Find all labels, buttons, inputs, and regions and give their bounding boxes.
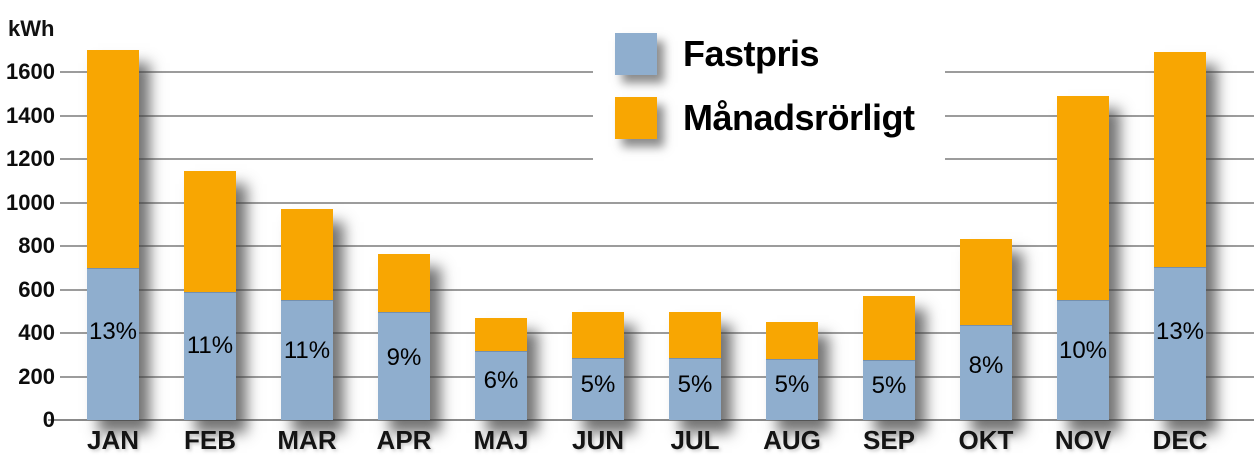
bar-segment-manadsrorligt bbox=[766, 322, 818, 360]
legend-swatch-manadsrorligt bbox=[615, 97, 657, 139]
x-tick-label-nov: NOV bbox=[1054, 425, 1112, 455]
y-tick-label-1400: 1400 bbox=[6, 102, 55, 128]
x-tick-label-apr: APR bbox=[376, 425, 432, 455]
y-tick-label-600: 600 bbox=[18, 276, 55, 302]
gridline-400 bbox=[60, 332, 1254, 334]
y-tick-label-200: 200 bbox=[18, 363, 55, 389]
y-tick-label-400: 400 bbox=[18, 320, 55, 345]
bar-segment-manadsrorligt bbox=[281, 209, 333, 301]
bar-aug: 5% bbox=[766, 322, 818, 420]
bar-segment-fastpris: 10% bbox=[1057, 300, 1109, 420]
x-tick-label-jun: JUN bbox=[571, 425, 624, 455]
bar-segment-manadsrorligt bbox=[475, 317, 527, 352]
gridline-200 bbox=[60, 375, 1254, 378]
legend-label-manadsrorligt: Månadsrörligt bbox=[683, 97, 915, 138]
y-axis-unit-label: kWh bbox=[8, 16, 55, 41]
x-tick-label-maj: MAJ bbox=[473, 425, 529, 455]
bar-segment-manadsrorligt bbox=[960, 239, 1012, 326]
gridline-800 bbox=[60, 245, 1254, 247]
x-tick-label-sep: SEP bbox=[862, 425, 916, 455]
legend: Fastpris Månadsrörligt bbox=[593, 6, 945, 166]
bar-apr: 9% bbox=[378, 253, 430, 420]
bar-okt: 8% bbox=[960, 239, 1012, 420]
bar-percent-label: 5% bbox=[580, 370, 616, 398]
bar-mar: 11% bbox=[281, 209, 333, 420]
y-tick-label-1000: 1000 bbox=[6, 189, 55, 215]
bar-segment-manadsrorligt bbox=[1057, 95, 1109, 301]
bar-percent-label: 5% bbox=[677, 370, 713, 398]
bar-percent-label: 9% bbox=[386, 344, 422, 372]
bar-segment-manadsrorligt bbox=[87, 50, 139, 268]
bar-sep: 5% bbox=[863, 296, 915, 420]
bar-jan: 13% bbox=[87, 50, 139, 420]
gridline-1000 bbox=[60, 201, 1254, 204]
bar-segment-manadsrorligt bbox=[378, 253, 430, 313]
y-tick-label-1200: 1200 bbox=[6, 146, 55, 171]
bar-segment-fastpris: 8% bbox=[960, 325, 1012, 420]
y-tick-label-800: 800 bbox=[18, 233, 55, 258]
bar-percent-label: 11% bbox=[186, 332, 234, 360]
x-tick-label-dec: DEC bbox=[1152, 425, 1208, 455]
bar-jul: 5% bbox=[669, 312, 721, 420]
x-tick-label-aug: AUG bbox=[763, 425, 821, 455]
bar-percent-label: 13% bbox=[88, 318, 138, 346]
y-tick-label-1600: 1600 bbox=[6, 59, 55, 84]
bar-segment-manadsrorligt bbox=[669, 312, 721, 358]
x-tick-label-feb: FEB bbox=[184, 425, 236, 455]
bar-percent-label: 8% bbox=[968, 351, 1004, 379]
bar-segment-fastpris: 11% bbox=[281, 300, 333, 420]
bar-segment-manadsrorligt bbox=[863, 296, 915, 361]
bar-segment-fastpris: 11% bbox=[184, 291, 236, 420]
legend-item-manadsrorligt: Månadsrörligt bbox=[615, 97, 945, 139]
bar-segment-fastpris: 5% bbox=[863, 360, 915, 420]
x-tick-label-jan: JAN bbox=[86, 425, 139, 455]
bar-segment-fastpris: 5% bbox=[669, 358, 721, 420]
bar-segment-fastpris: 13% bbox=[87, 267, 139, 420]
legend-swatch-fastpris bbox=[615, 33, 657, 75]
gridline-0 bbox=[48, 419, 1254, 421]
x-tick-label-mar: MAR bbox=[277, 425, 337, 455]
bar-segment-fastpris: 5% bbox=[766, 359, 818, 420]
legend-item-fastpris: Fastpris bbox=[615, 33, 945, 75]
x-tick-label-okt: OKT bbox=[958, 425, 1014, 455]
bar-segment-fastpris: 9% bbox=[378, 312, 430, 420]
bar-feb: 11% bbox=[184, 170, 236, 420]
y-tick-label-0: 0 bbox=[42, 407, 55, 432]
bar-segment-manadsrorligt bbox=[1154, 52, 1206, 267]
bar-maj: 6% bbox=[475, 317, 527, 420]
bar-segment-fastpris: 5% bbox=[572, 358, 624, 420]
bar-segment-fastpris: 13% bbox=[1154, 266, 1206, 420]
bar-percent-label: 5% bbox=[871, 371, 907, 399]
bar-segment-manadsrorligt bbox=[572, 312, 624, 358]
gridline-600 bbox=[60, 288, 1254, 291]
x-tick-label-jul: JUL bbox=[670, 425, 720, 455]
bar-percent-label: 5% bbox=[774, 371, 810, 399]
legend-label-fastpris: Fastpris bbox=[683, 33, 820, 74]
bar-dec: 13% bbox=[1154, 52, 1206, 420]
bar-percent-label: 11% bbox=[283, 337, 331, 365]
bar-percent-label: 6% bbox=[483, 366, 519, 394]
bar-nov: 10% bbox=[1057, 95, 1109, 420]
bar-jun: 5% bbox=[572, 312, 624, 420]
bar-segment-fastpris: 6% bbox=[475, 351, 527, 420]
bar-percent-label: 10% bbox=[1058, 337, 1108, 365]
bar-percent-label: 13% bbox=[1155, 317, 1205, 345]
bar-segment-manadsrorligt bbox=[184, 170, 236, 292]
